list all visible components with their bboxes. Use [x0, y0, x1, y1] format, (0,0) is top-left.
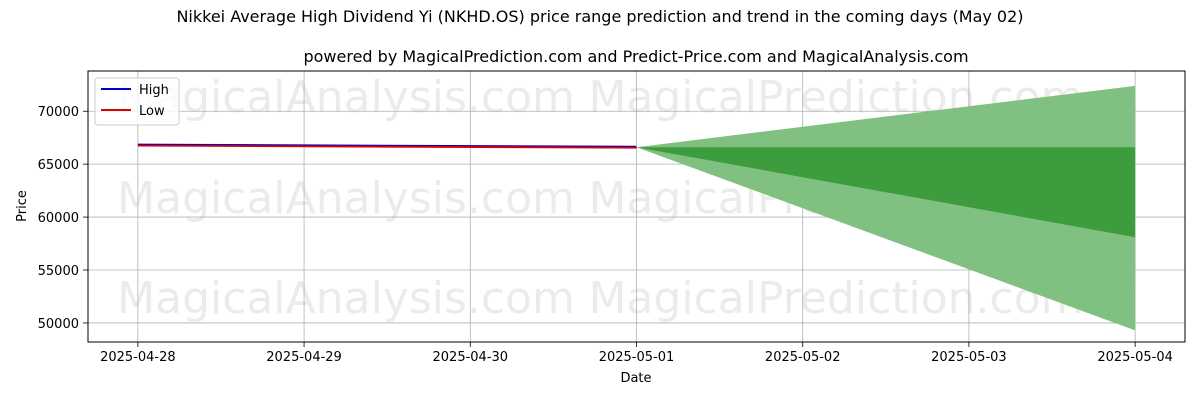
- x-tick-label: 2025-04-30: [433, 350, 509, 365]
- x-tick-label: 2025-05-04: [1097, 350, 1173, 365]
- chart-title: Nikkei Average High Dividend Yi (NKHD.OS…: [176, 7, 1023, 26]
- watermark-1: MagicalAnalysis.com: [117, 72, 575, 123]
- y-tick-label: 65000: [38, 158, 79, 173]
- prediction-band-outer: [636, 85, 1136, 331]
- x-tick-label: 2025-05-01: [599, 350, 675, 365]
- y-axis-label: Price: [15, 190, 30, 222]
- watermark-6: MagicalPrediction.com: [589, 273, 1084, 324]
- prediction-band-inner: [636, 147, 1136, 238]
- y-tick-label: 50000: [38, 317, 79, 332]
- series-lines: [137, 143, 637, 149]
- x-tick-label: 2025-04-29: [266, 350, 342, 365]
- legend-label-high: High: [139, 83, 169, 98]
- x-tick-label: 2025-05-02: [765, 350, 841, 365]
- watermark-3: MagicalAnalysis.com: [117, 173, 575, 224]
- series-line-high: [137, 143, 637, 148]
- series-line-low: [137, 144, 637, 149]
- x-tick-label: 2025-05-03: [931, 350, 1007, 365]
- y-tick-label: 60000: [38, 211, 79, 226]
- plot-frame: [87, 70, 1186, 343]
- axis-ticks: 2025-04-28 2025-04-29 2025-04-30 2025-05-01…: [38, 105, 1173, 365]
- y-tick-label: 55000: [38, 264, 79, 279]
- watermark-5: MagicalAnalysis.com: [117, 273, 575, 324]
- legend: High Low: [94, 77, 180, 126]
- prediction-bands: [636, 85, 1136, 331]
- legend-label-low: Low: [139, 104, 165, 119]
- chart-subtitle: powered by MagicalPrediction.com and Pre…: [303, 47, 968, 66]
- x-axis-label: Date: [620, 371, 651, 386]
- y-tick-label: 70000: [38, 105, 79, 120]
- x-tick-label: 2025-04-28: [100, 350, 176, 365]
